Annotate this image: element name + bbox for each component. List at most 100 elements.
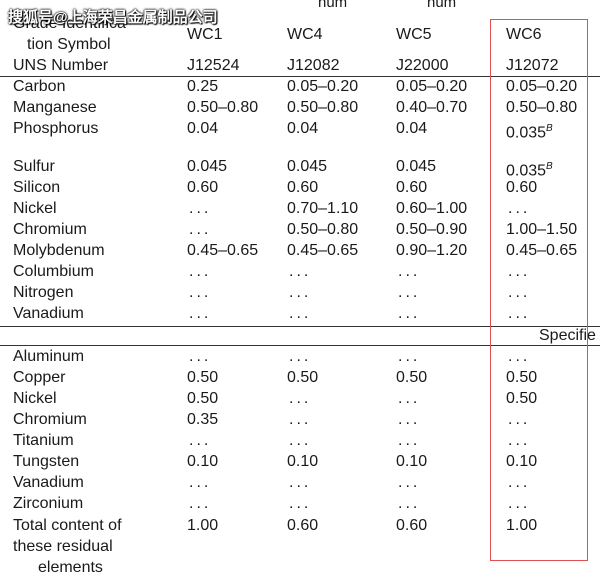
element-label: Nitrogen	[13, 284, 74, 301]
value-wc5: ...	[398, 263, 421, 280]
partial-header-text: num	[318, 0, 348, 11]
footnote-marker: B	[546, 161, 553, 172]
uns-wc5: J22000	[396, 57, 449, 74]
value-wc1: 0.45–0.65	[187, 242, 259, 259]
value-wc1: ...	[189, 474, 212, 491]
value-wc6: ...	[508, 411, 531, 428]
uns-wc1: J12524	[187, 57, 240, 74]
grade-header-line2: tion Symbol	[27, 36, 111, 53]
header-rule	[0, 76, 600, 77]
value-wc6: ...	[508, 305, 531, 322]
element-label: Carbon	[13, 78, 66, 95]
value-wc1: ...	[189, 495, 212, 512]
value-wc1: 0.50–0.80	[187, 99, 259, 116]
value-wc6: ...	[508, 348, 531, 365]
value-wc5: ...	[398, 284, 421, 301]
value-wc6: 0.10	[506, 453, 538, 470]
value-wc1: 0.10	[187, 453, 219, 470]
total-value-wc6: 1.00	[506, 517, 538, 534]
value-wc1: ...	[189, 305, 212, 322]
value-wc1: ...	[189, 348, 212, 365]
value-wc6: 0.45–0.65	[506, 242, 578, 259]
value-wc4: 0.70–1.10	[287, 200, 359, 217]
value-wc4: ...	[289, 411, 312, 428]
value-wc5: ...	[398, 432, 421, 449]
value-wc6: ...	[508, 432, 531, 449]
value-wc1: ...	[189, 221, 212, 238]
partial-header-text: num	[427, 0, 457, 11]
value-wc4: ...	[289, 390, 312, 407]
value-wc6: ...	[508, 495, 531, 512]
element-label: Tungsten	[13, 453, 80, 470]
element-label: Aluminum	[13, 348, 85, 365]
value-wc6: 0.50	[506, 390, 538, 407]
uns-header: UNS Number	[13, 57, 109, 74]
element-label: Sulfur	[13, 158, 55, 175]
element-label: Molybdenum	[13, 242, 105, 259]
value-wc4: ...	[289, 305, 312, 322]
value-wc4: ...	[289, 284, 312, 301]
uns-wc4: J12082	[287, 57, 340, 74]
element-label: Phosphorus	[13, 120, 99, 137]
value-wc5: ...	[398, 348, 421, 365]
value-wc5: 0.90–1.20	[396, 242, 468, 259]
section-rule	[0, 326, 600, 327]
value-wc5: ...	[398, 390, 421, 407]
value-wc4: ...	[289, 474, 312, 491]
value-wc5: ...	[398, 411, 421, 428]
value-wc4: ...	[289, 495, 312, 512]
value-wc1: 0.04	[187, 120, 219, 137]
value-wc6: 0.50–0.80	[506, 99, 578, 116]
element-label: Nickel	[13, 200, 57, 217]
wc6-highlight-box	[490, 19, 588, 561]
value-wc5: ...	[398, 474, 421, 491]
value-wc5: 0.40–0.70	[396, 99, 468, 116]
value-wc5: ...	[398, 305, 421, 322]
grade-header-line1: Grade Identifica-	[13, 15, 132, 32]
value-wc6: 0.05–0.20	[506, 78, 578, 95]
total-value-wc1: 1.00	[187, 517, 219, 534]
element-label: Chromium	[13, 221, 87, 238]
value-wc5: 0.60–1.00	[396, 200, 468, 217]
value-wc1: ...	[189, 200, 212, 217]
value-wc1: 0.60	[187, 179, 219, 196]
value-wc4: ...	[289, 263, 312, 280]
element-label: Vanadium	[13, 474, 84, 491]
value-wc1: ...	[189, 263, 212, 280]
value-wc6: 0.035B	[506, 161, 553, 180]
value-wc5: 0.10	[396, 453, 428, 470]
value-wc4: 0.045	[287, 158, 328, 175]
value-wc4: 0.05–0.20	[287, 78, 359, 95]
value-wc1: 0.25	[187, 78, 219, 95]
specified-label: Specifie	[539, 327, 596, 344]
section-rule-lower	[0, 345, 600, 346]
total-value-wc5: 0.60	[396, 517, 428, 534]
value-wc1: ...	[189, 284, 212, 301]
value-wc4: 0.50–0.80	[287, 99, 359, 116]
value-wc1: 0.50	[187, 369, 219, 386]
total-label-line2: these residual	[13, 538, 113, 555]
element-label: Silicon	[13, 179, 61, 196]
grade-wc4: WC4	[287, 26, 323, 43]
value-wc5: 0.04	[396, 120, 428, 137]
value-wc5: 0.60	[396, 179, 428, 196]
value-wc1: 0.35	[187, 411, 219, 428]
value-wc4: 0.50–0.80	[287, 221, 359, 238]
value-wc1: 0.045	[187, 158, 228, 175]
element-label: Nickel	[13, 390, 57, 407]
value-wc5: ...	[398, 495, 421, 512]
value-wc6: ...	[508, 263, 531, 280]
element-label: Zirconium	[13, 495, 84, 512]
value-wc6: ...	[508, 200, 531, 217]
element-label: Chromium	[13, 411, 87, 428]
value-wc4: ...	[289, 432, 312, 449]
element-label: Columbium	[13, 263, 94, 280]
value-wc6: ...	[508, 474, 531, 491]
grade-wc1: WC1	[187, 26, 223, 43]
value-wc4: ...	[289, 348, 312, 365]
value-wc1: 0.50	[187, 390, 219, 407]
watermark: 搜狐号@上海荣昌金属制品公司	[8, 9, 218, 26]
value-wc4: 0.60	[287, 179, 319, 196]
value-wc6: 0.60	[506, 179, 538, 196]
value-wc6: 1.00–1.50	[506, 221, 578, 238]
